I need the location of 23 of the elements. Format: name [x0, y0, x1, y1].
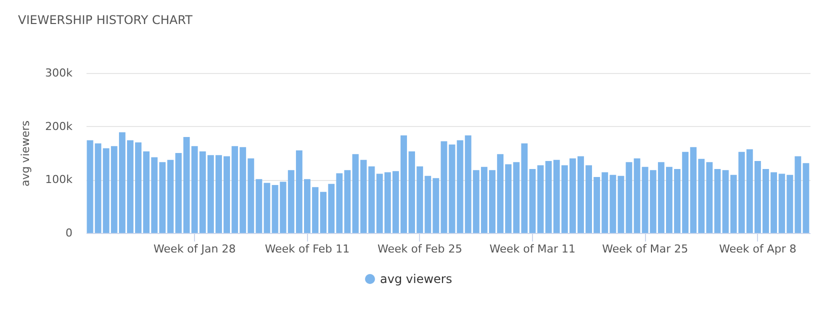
y-tick-label: 100k: [45, 173, 74, 186]
y-tick-label: 200k: [45, 120, 74, 133]
y-tick-label: 0: [66, 226, 72, 240]
bar: [714, 169, 721, 233]
x-tick-label: Week of Mar 11: [489, 242, 576, 256]
bar: [448, 144, 456, 233]
x-tick-label: Week of Mar 25: [602, 242, 688, 256]
bar: [802, 163, 810, 233]
bar: [537, 165, 544, 233]
x-tick-label: Week of Apr 8: [719, 242, 796, 256]
bar: [352, 154, 359, 233]
bar: [626, 162, 632, 233]
bar: [86, 140, 94, 233]
bar: [440, 141, 448, 233]
chart-title: VIEWERSHIP HISTORY CHART: [18, 13, 194, 27]
x-tick-label: Week of Jan 28: [154, 242, 236, 256]
x-tick-label: Week of Feb 25: [377, 242, 462, 256]
bar: [175, 153, 182, 233]
legend-label: avg viewers: [380, 272, 452, 286]
bar: [264, 182, 270, 233]
x-tick-label: Week of Feb 11: [264, 242, 350, 256]
y-tick-label: 300k: [45, 66, 74, 80]
y-axis-title: avg viewers: [19, 120, 32, 187]
